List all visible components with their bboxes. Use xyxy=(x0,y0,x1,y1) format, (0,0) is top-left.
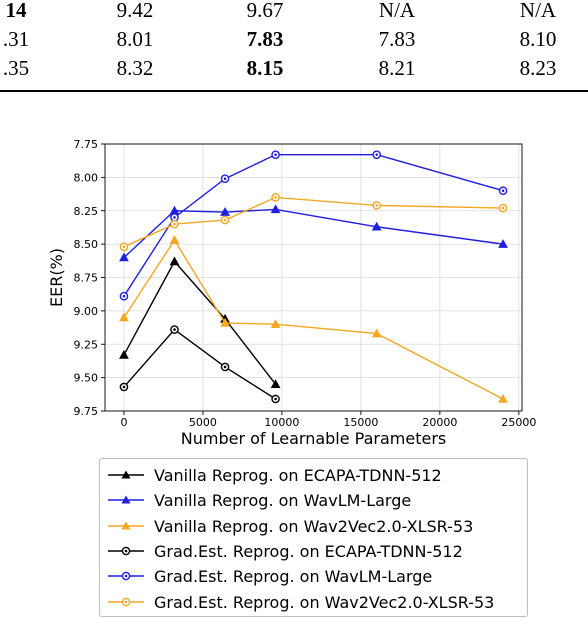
table-cell: .31 xyxy=(2,27,30,51)
data-point xyxy=(119,349,129,359)
y-tick-label: 8.00 xyxy=(74,171,99,184)
x-tick-label: 20000 xyxy=(422,416,457,429)
legend-item: Grad.Est. Reprog. on Wav2Vec2.0-XLSR-53 xyxy=(100,591,527,616)
legend-item: Vanilla Reprog. on WavLM-Large xyxy=(100,489,527,514)
data-point-center xyxy=(173,216,176,219)
data-point-center xyxy=(122,385,126,389)
data-point-center xyxy=(501,189,505,193)
data-point xyxy=(270,319,281,328)
data-point xyxy=(119,252,129,262)
y-tick-label: 8.50 xyxy=(74,238,99,251)
legend-item: Grad.Est. Reprog. on ECAPA-TDNN-512 xyxy=(100,540,527,565)
data-point xyxy=(220,317,230,327)
x-tick-label: 25000 xyxy=(501,416,536,429)
data-point-center xyxy=(223,177,227,181)
chart-legend: Vanilla Reprog. on ECAPA-TDNN-512 Vanilla… xyxy=(99,458,528,617)
data-point xyxy=(270,204,281,214)
results-table-fragment: 14 9.42 9.67 N/A N/A .31 8.01 7.83 7.83 … xyxy=(0,0,588,100)
table-bottom-rule xyxy=(0,90,588,92)
data-point xyxy=(270,379,281,389)
data-point-center xyxy=(173,222,176,226)
data-point xyxy=(498,239,508,248)
y-tick-label: 8.75 xyxy=(74,272,99,285)
data-point-center xyxy=(375,204,378,207)
table-cell: 8.32 xyxy=(116,56,154,80)
legend-label: Vanilla Reprog. on Wav2Vec2.0-XLSR-53 xyxy=(154,516,474,536)
eer-line-chart: 0 5000 10000 15000 20000 25000 7.75 8.00 8.25 8.5… xyxy=(47,138,536,448)
y-tick-label: 9.25 xyxy=(74,338,99,351)
x-tick-label: 5000 xyxy=(189,416,217,429)
data-point-center xyxy=(173,328,176,331)
table-cell: 8.10 xyxy=(519,27,557,51)
legend-label: Grad.Est. Reprog. on WavLM-Large xyxy=(154,567,433,587)
table-cell: 7.83 xyxy=(378,27,416,51)
triangle-marker-icon xyxy=(108,495,144,504)
legend-label: Vanilla Reprog. on WavLM-Large xyxy=(154,491,412,511)
table-cell: 8.21 xyxy=(378,56,416,80)
data-point-center xyxy=(274,397,277,401)
data-point-center xyxy=(274,153,277,156)
table-row: .31 8.01 7.83 7.83 8.10 xyxy=(0,27,588,55)
circle-marker-icon xyxy=(108,546,144,556)
data-point-center xyxy=(122,245,126,249)
data-point xyxy=(169,256,180,266)
y-tick-label: 9.75 xyxy=(74,405,99,418)
x-axis-label: Number of Learnable Parameters xyxy=(181,429,447,448)
data-point-center xyxy=(122,294,126,298)
y-tick-label: 7.75 xyxy=(74,138,99,151)
legend-item: Vanilla Reprog. on Wav2Vec2.0-XLSR-53 xyxy=(100,515,527,540)
table-row: 14 9.42 9.67 N/A N/A xyxy=(0,0,588,26)
circle-marker-icon xyxy=(108,571,144,581)
y-tick-label: 9.50 xyxy=(74,372,99,385)
data-point xyxy=(169,235,180,244)
series-line xyxy=(123,260,277,385)
table-cell: 9.67 xyxy=(246,0,284,22)
x-tick-label: 0 xyxy=(120,416,127,429)
table-cell: N/A xyxy=(519,0,557,22)
circle-marker-icon xyxy=(108,597,144,606)
series-line xyxy=(123,208,504,258)
legend-label: Grad.Est. Reprog. on ECAPA-TDNN-512 xyxy=(154,541,463,561)
table-cell: N/A xyxy=(378,0,416,22)
table-cell: .35 xyxy=(2,56,30,80)
data-point xyxy=(498,393,508,403)
y-tick-label: 9.00 xyxy=(74,305,99,318)
table-cell: 8.15 xyxy=(246,56,284,80)
table-cell: 7.83 xyxy=(246,27,284,51)
series-line xyxy=(123,328,276,400)
series-line xyxy=(123,153,504,297)
legend-item: Vanilla Reprog. on ECAPA-TDNN-512 xyxy=(100,464,527,489)
series-line xyxy=(123,196,504,248)
data-point xyxy=(371,221,382,231)
table-cell: 14 xyxy=(5,0,27,22)
table-row: .35 8.32 8.15 8.21 8.23 xyxy=(0,56,588,84)
data-point-center xyxy=(501,206,505,210)
triangle-marker-icon xyxy=(108,521,144,530)
table-cell: 8.01 xyxy=(116,27,154,51)
data-point xyxy=(371,328,382,338)
table-cell: 8.23 xyxy=(519,56,557,80)
table-cell: 9.42 xyxy=(116,0,154,22)
triangle-marker-icon xyxy=(108,470,144,479)
y-tick-label: 8.25 xyxy=(74,205,99,218)
series-line xyxy=(123,238,504,400)
y-axis-label: EER(%) xyxy=(47,248,66,307)
data-point-center xyxy=(375,153,378,156)
data-point xyxy=(220,207,230,216)
data-point xyxy=(119,312,129,322)
legend-label: Grad.Est. Reprog. on Wav2Vec2.0-XLSR-53 xyxy=(154,592,495,612)
data-point-center xyxy=(223,218,227,222)
data-point-center xyxy=(274,196,277,199)
x-tick-label: 15000 xyxy=(343,416,378,429)
data-point-center xyxy=(223,365,227,369)
legend-item: Grad.Est. Reprog. on WavLM-Large xyxy=(100,565,527,590)
legend-label: Vanilla Reprog. on ECAPA-TDNN-512 xyxy=(154,466,442,485)
x-tick-label: 10000 xyxy=(264,416,299,429)
